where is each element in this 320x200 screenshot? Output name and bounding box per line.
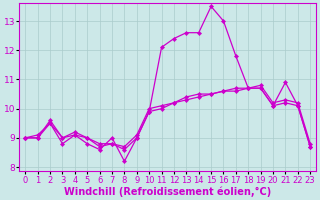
X-axis label: Windchill (Refroidissement éolien,°C): Windchill (Refroidissement éolien,°C) — [64, 186, 271, 197]
